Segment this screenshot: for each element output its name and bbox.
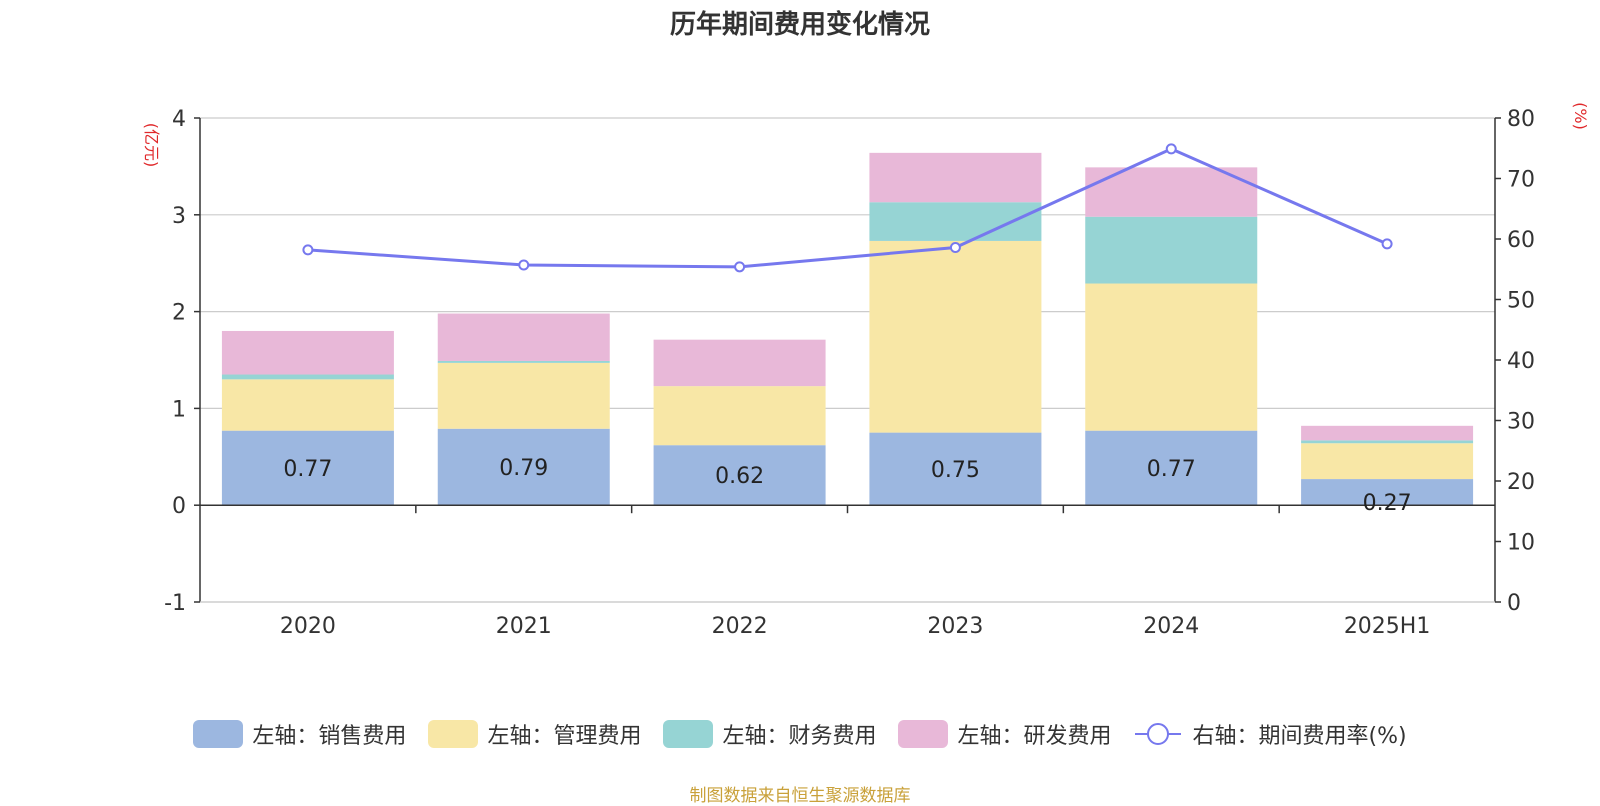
bar-sales xyxy=(869,432,1042,506)
rate-point xyxy=(302,244,314,256)
right-axis-tick-label: 30 xyxy=(1507,410,1535,435)
left-axis-tick-label: 3 xyxy=(172,204,186,229)
left-axis-tick-label: -1 xyxy=(164,591,186,616)
rate-point xyxy=(1381,238,1393,250)
data-label-sales: 0.62 xyxy=(715,464,764,489)
data-label-sales: 0.77 xyxy=(283,457,332,482)
legend-line-swatch xyxy=(1135,723,1182,745)
x-axis-tick-label: 2025H1 xyxy=(1344,614,1431,639)
bar-sales xyxy=(437,428,610,506)
right-axis-tick-label: 70 xyxy=(1507,168,1535,193)
right-axis-tick-label: 60 xyxy=(1507,228,1535,253)
left-axis-unit: (亿元) xyxy=(142,123,161,168)
x-axis-tick-label: 2023 xyxy=(927,614,983,639)
legend-item-rd[interactable]: 左轴：研发费用 xyxy=(898,718,1111,750)
rate-point xyxy=(734,261,746,273)
right-axis-tick-label: 20 xyxy=(1507,470,1535,495)
data-label-sales: 0.27 xyxy=(1363,491,1412,516)
bar-sales xyxy=(221,430,394,506)
right-axis-tick-label: 10 xyxy=(1507,531,1535,556)
left-axis-tick-label: 1 xyxy=(172,397,186,422)
legend-swatch-finance xyxy=(663,720,714,748)
left-axis-tick-label: 2 xyxy=(172,301,186,326)
rate-point xyxy=(949,241,961,253)
bar-finance xyxy=(1085,216,1258,284)
legend: 左轴：销售费用 左轴：管理费用 左轴：财务费用 左轴：研发费用 右轴：期间费用率(%) xyxy=(0,718,1600,750)
right-axis-tick-label: 50 xyxy=(1507,289,1535,314)
legend-label: 左轴：财务费用 xyxy=(722,724,877,749)
legend-label: 左轴：销售费用 xyxy=(252,724,407,749)
right-axis-tick-label: 40 xyxy=(1507,349,1535,374)
legend-label: 右轴：期间费用率(%) xyxy=(1192,724,1407,749)
bar-sales xyxy=(1085,430,1258,506)
x-axis-tick-label: 2021 xyxy=(496,614,552,639)
legend-swatch-sales xyxy=(193,720,244,748)
bar-admin xyxy=(437,362,610,429)
legend-swatch-admin xyxy=(428,720,479,748)
bars xyxy=(221,152,1474,506)
legend-item-rate[interactable]: 右轴：期间费用率(%) xyxy=(1133,718,1407,750)
data-label-sales: 0.77 xyxy=(1147,457,1196,482)
bar-finance xyxy=(437,360,610,363)
rate-point xyxy=(1165,143,1177,155)
rate-line-group xyxy=(302,143,1393,273)
left-axis-tick-label: 0 xyxy=(172,494,186,519)
bar-rd xyxy=(221,330,394,375)
bar-admin xyxy=(221,379,394,431)
gridlines xyxy=(200,117,1495,603)
bar-rd xyxy=(653,339,826,387)
x-axis-tick-label: 2022 xyxy=(712,614,768,639)
bar-rd xyxy=(437,313,610,361)
rate-line xyxy=(307,147,1388,269)
bar-sales xyxy=(653,445,826,506)
legend-swatch-rd xyxy=(898,720,949,748)
legend-label: 左轴：研发费用 xyxy=(957,724,1112,749)
bar-admin xyxy=(1085,283,1258,431)
x-axis-tick-label: 2024 xyxy=(1143,614,1199,639)
source-note: 制图数据来自恒生聚源数据库 xyxy=(689,786,911,806)
bar-finance xyxy=(1301,440,1474,444)
legend-item-admin[interactable]: 左轴：管理费用 xyxy=(428,718,641,750)
bar-rd xyxy=(869,152,1042,203)
chart-title: 历年期间费用变化情况 xyxy=(669,10,930,40)
bar-admin xyxy=(653,386,826,446)
legend-item-sales[interactable]: 左轴：销售费用 xyxy=(193,718,406,750)
bar-admin xyxy=(869,240,1042,433)
legend-label: 左轴：管理费用 xyxy=(487,724,642,749)
bar-sales xyxy=(1301,479,1474,506)
data-labels: 0.77 0.79 0.62 0.75 0.77 0.27 xyxy=(283,456,1411,516)
right-axis-tick-label: 0 xyxy=(1507,591,1521,616)
legend-item-finance[interactable]: 左轴：财务费用 xyxy=(663,718,876,750)
data-label-sales: 0.75 xyxy=(931,458,980,483)
rate-point xyxy=(518,259,530,271)
legend-marker xyxy=(1147,723,1170,745)
right-axis-tick-label: 80 xyxy=(1507,107,1535,132)
x-axis-tick-label: 2020 xyxy=(280,614,336,639)
bar-admin xyxy=(1301,443,1474,480)
data-label-sales: 0.79 xyxy=(499,456,548,481)
bar-finance xyxy=(221,374,394,380)
left-axis-tick-label: 4 xyxy=(172,107,186,132)
bar-rd xyxy=(1301,425,1474,441)
right-axis-unit: (%) xyxy=(1571,102,1590,130)
